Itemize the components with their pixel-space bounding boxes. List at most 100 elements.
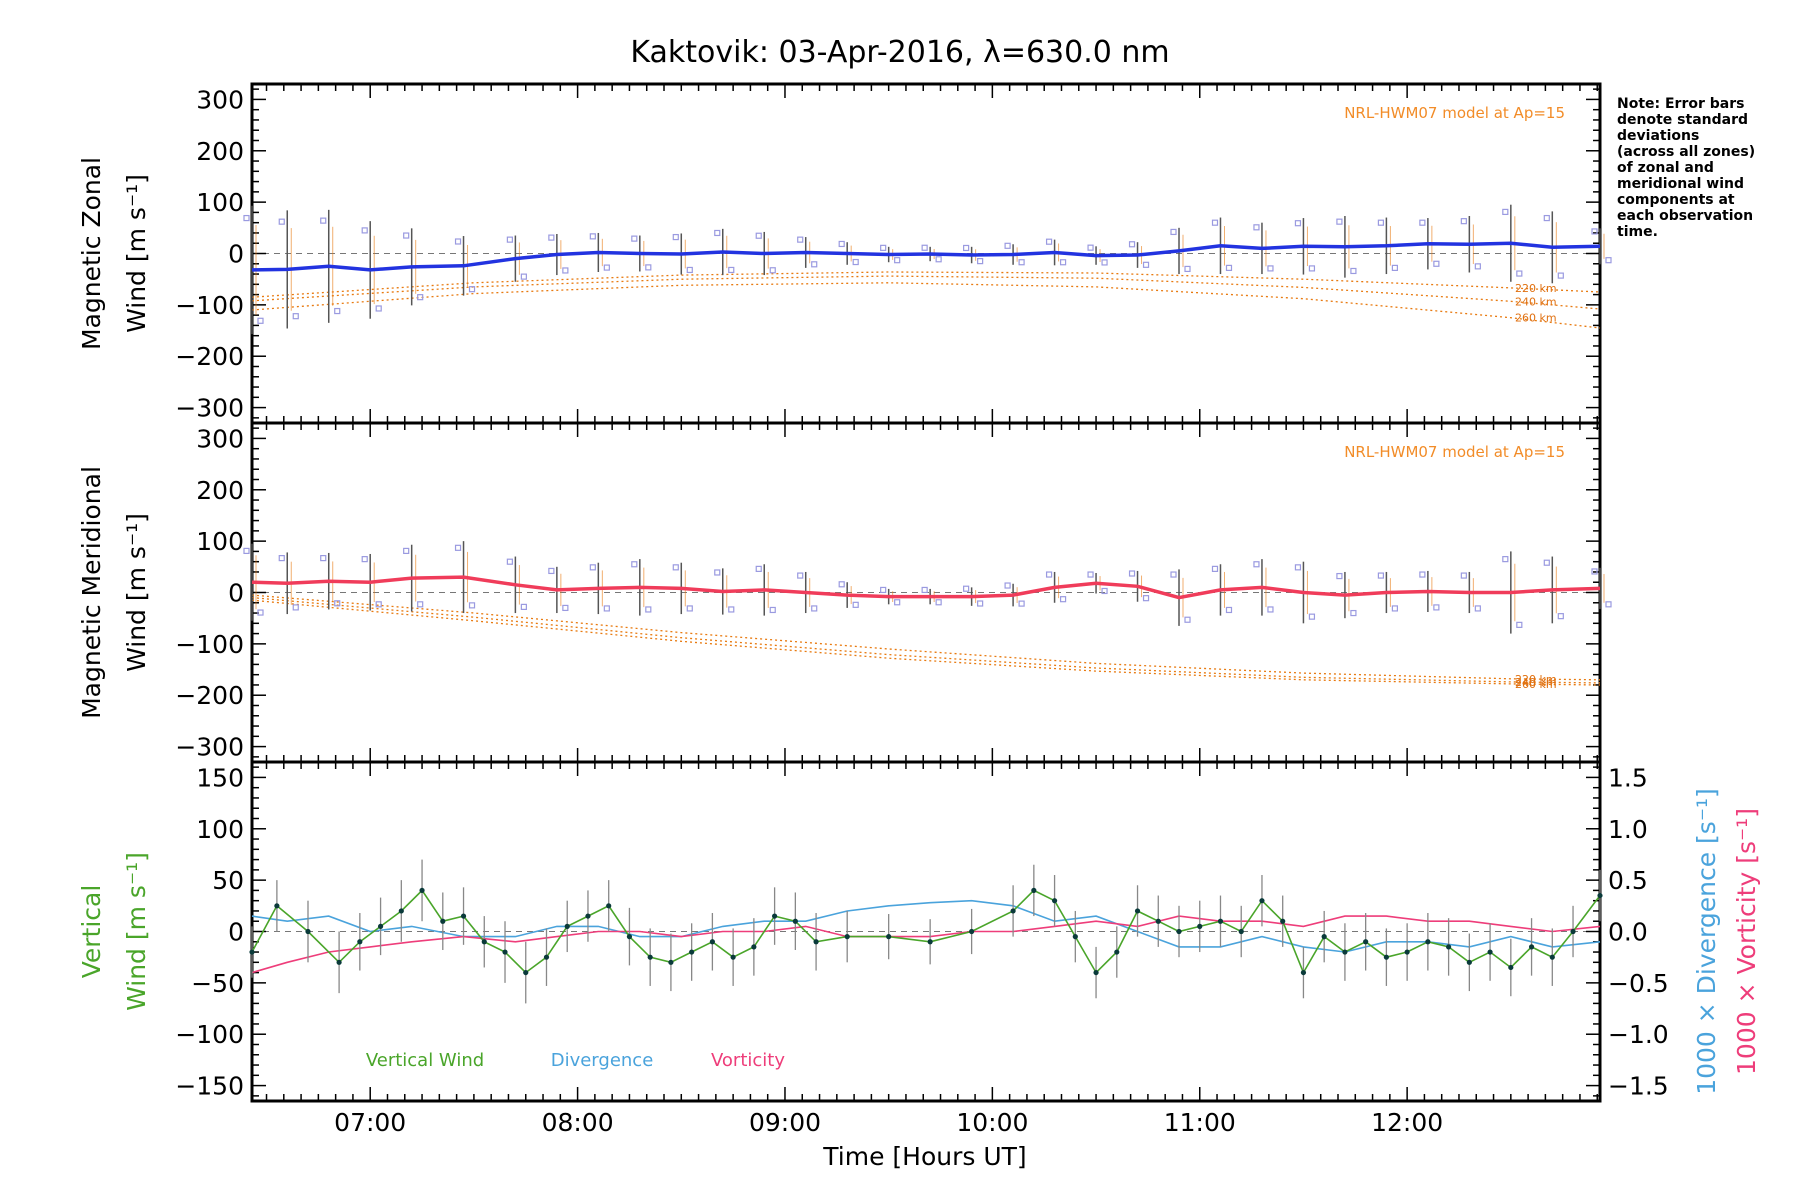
- sample-marker: [1503, 557, 1508, 562]
- vertical-wind-point: [523, 970, 528, 975]
- model-curve: [252, 600, 1600, 685]
- sample-marker: [335, 309, 340, 314]
- vertical-wind-point: [1135, 908, 1140, 913]
- sample-marker: [521, 604, 526, 609]
- y-tick-label: 100: [196, 188, 244, 217]
- sample-marker: [1226, 607, 1231, 612]
- note-line: (across all zones): [1617, 144, 1755, 160]
- vertical-wind-point: [249, 949, 254, 954]
- sample-marker: [293, 314, 298, 319]
- y-tick-label: 100: [196, 815, 244, 844]
- y-tick-label: −100: [175, 630, 244, 659]
- sample-marker: [812, 262, 817, 267]
- vertical-wind-point: [668, 960, 673, 965]
- x-tick-label: 09:00: [749, 1108, 821, 1137]
- legend-item: Divergence: [551, 1050, 654, 1071]
- sample-marker: [362, 228, 367, 233]
- vertical-wind-point: [305, 929, 310, 934]
- vertical-wind-point: [274, 903, 279, 908]
- vertical-wind-point: [440, 919, 445, 924]
- model-altitude-label: 240 km: [1515, 295, 1557, 308]
- y-tick-label: −150: [175, 1072, 244, 1101]
- sample-marker: [1558, 614, 1563, 619]
- sample-marker: [590, 565, 595, 570]
- sample-marker: [549, 235, 554, 240]
- y-tick-label: 300: [196, 85, 244, 114]
- y-tick-label: 150: [196, 763, 244, 792]
- model-altitude-label: 220 km: [1515, 282, 1557, 295]
- vertical-wind-point: [1301, 970, 1306, 975]
- sample-marker: [936, 257, 941, 262]
- sample-marker: [376, 306, 381, 311]
- vertical-wind-point: [1570, 929, 1575, 934]
- vertical-wind-point: [461, 913, 466, 918]
- sample-marker: [839, 241, 844, 246]
- sample-marker: [964, 586, 969, 591]
- divergence-line: [252, 901, 1600, 952]
- sample-marker: [1337, 574, 1342, 579]
- sample-marker: [1268, 607, 1273, 612]
- vertical-wind-point: [648, 955, 653, 960]
- sample-marker: [812, 606, 817, 611]
- sample-marker: [729, 267, 734, 272]
- sample-marker: [549, 568, 554, 573]
- sample-marker: [1144, 596, 1149, 601]
- sample-marker: [1420, 220, 1425, 225]
- vertical-wind-point: [1467, 960, 1472, 965]
- vertical-wind-point: [337, 960, 342, 965]
- legend-item: Vorticity: [711, 1050, 785, 1071]
- note-line: meridional wind: [1617, 176, 1744, 192]
- vertical-wind-point: [1156, 919, 1161, 924]
- sample-marker: [1337, 219, 1342, 224]
- sample-marker: [964, 245, 969, 250]
- sample-marker: [244, 216, 249, 221]
- x-tick-label: 12:00: [1371, 1108, 1443, 1137]
- y-axis-label: Magnetic Meridional: [77, 466, 106, 719]
- sample-marker: [507, 237, 512, 242]
- sample-marker: [1517, 271, 1522, 276]
- sample-marker: [1005, 583, 1010, 588]
- y-axis-label: Vertical: [77, 885, 106, 979]
- sample-marker: [1606, 602, 1611, 607]
- y-tick-label: −200: [175, 681, 244, 710]
- vertical-wind-point: [1550, 955, 1555, 960]
- x-axis-title: Time [Hours UT]: [822, 1142, 1026, 1171]
- sample-marker: [1254, 562, 1259, 567]
- sample-marker: [1212, 220, 1217, 225]
- note-line: of zonal and: [1617, 160, 1714, 176]
- y-tick-label: 0: [228, 240, 244, 269]
- sample-marker: [404, 233, 409, 238]
- model-altitude-label: 260 km: [1515, 678, 1557, 691]
- sample-marker: [687, 606, 692, 611]
- note-line: time.: [1617, 224, 1658, 240]
- vertical-wind-point: [813, 939, 818, 944]
- sample-marker: [1434, 261, 1439, 266]
- y-tick-label: 200: [196, 137, 244, 166]
- x-tick-label: 11:00: [1164, 1108, 1236, 1137]
- y-tick-label: −300: [175, 394, 244, 423]
- note-line: deviations: [1617, 128, 1699, 144]
- note-line: denote standard: [1617, 112, 1748, 128]
- vertical-wind-point: [1384, 955, 1389, 960]
- sample-marker: [1475, 606, 1480, 611]
- sample-marker: [1088, 572, 1093, 577]
- vertical-wind-point: [1425, 939, 1430, 944]
- sample-marker: [1019, 601, 1024, 606]
- vertical-wind-point: [1597, 893, 1602, 898]
- note-line: each observation: [1617, 208, 1753, 224]
- sample-marker: [456, 545, 461, 550]
- model-label: NRL-HWM07 model at Ap=15: [1344, 104, 1565, 122]
- vertical-wind-point: [1280, 919, 1285, 924]
- sample-marker: [321, 218, 326, 223]
- vertical-wind-point: [357, 939, 362, 944]
- vertical-wind-point: [502, 949, 507, 954]
- sample-marker: [978, 601, 983, 606]
- sample-marker: [839, 582, 844, 587]
- y-axis-label: Wind [m s⁻¹]: [122, 513, 151, 672]
- sample-marker: [1461, 219, 1466, 224]
- sample-marker: [507, 559, 512, 564]
- wind-figure: Kaktovik: 03-Apr-2016, λ=630.0 nm Note: …: [0, 0, 1800, 1200]
- vertical-wind-point: [1487, 949, 1492, 954]
- sample-marker: [881, 245, 886, 250]
